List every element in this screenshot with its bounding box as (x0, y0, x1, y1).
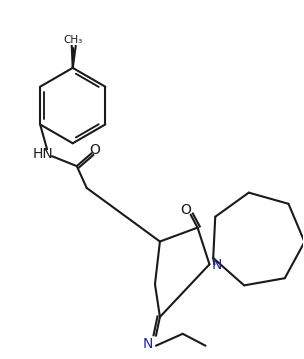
Text: N: N (212, 258, 222, 272)
Text: HN: HN (32, 147, 53, 161)
Text: O: O (180, 203, 191, 217)
Text: CH₃: CH₃ (63, 35, 82, 45)
Text: O: O (89, 143, 100, 157)
Text: N: N (143, 337, 153, 351)
